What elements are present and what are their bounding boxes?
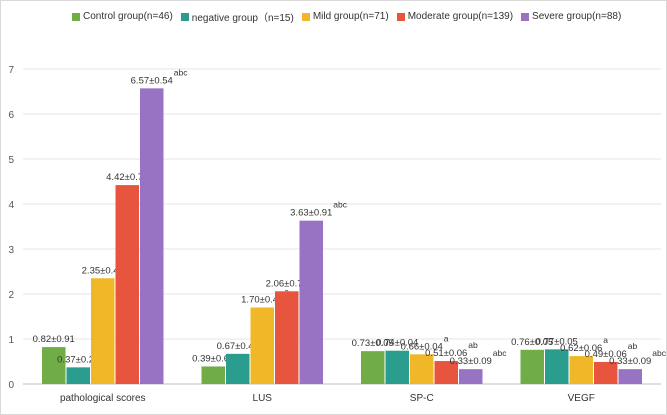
bar <box>42 347 66 384</box>
bar <box>66 367 90 384</box>
bar <box>201 366 225 384</box>
bar <box>569 356 593 384</box>
data-label: 0.39±0.61 <box>192 353 234 364</box>
data-label: 0.37±0.22 <box>57 354 99 365</box>
y-tick-label: 0 <box>8 380 14 391</box>
data-label: 6.57±0.54 <box>131 75 173 86</box>
significance-label: ab <box>468 340 478 350</box>
x-tick-label: LUS <box>253 393 273 404</box>
legend-swatch-mild <box>301 12 310 21</box>
legend-label-negative: negative group（n=15) <box>191 13 294 24</box>
data-label: 0.33±0.09 <box>450 356 492 367</box>
legend-item-mild: Mild group(n=71) <box>301 9 389 24</box>
legend-label-control: Control group(n=46) <box>83 11 173 22</box>
x-tick-label: VEGF <box>568 393 595 404</box>
bar <box>226 353 250 384</box>
bar <box>618 369 642 384</box>
legend-swatch-negative <box>180 12 189 21</box>
legend-item-moderate: Moderate group(n=139) <box>396 9 514 24</box>
bar <box>434 361 458 384</box>
bar <box>140 88 164 384</box>
y-tick-label: 1 <box>8 335 14 346</box>
legend-swatch-severe <box>521 12 530 21</box>
data-label: 0.33±0.09 <box>609 356 651 367</box>
data-label: 3.63±0.91 <box>290 208 332 219</box>
y-tick-label: 6 <box>8 110 14 121</box>
bar <box>545 349 569 384</box>
data-label: 4.42±0.74 <box>106 172 148 183</box>
data-label: 2.06±0.79 <box>266 278 308 289</box>
data-label: 2.35±0.40 <box>82 265 124 276</box>
legend-label-severe: Severe group(n=88) <box>532 11 622 22</box>
significance-label: a <box>444 333 449 343</box>
legend-item-control: Control group(n=46) <box>72 9 173 24</box>
bar <box>594 361 618 384</box>
significance-label: ab <box>628 341 638 351</box>
y-tick-label: 7 <box>8 65 14 76</box>
significance-label: abc <box>174 67 188 77</box>
y-tick-label: 5 <box>8 155 14 166</box>
bar <box>275 291 299 384</box>
significance-label: abc <box>493 348 507 358</box>
data-label: 0.67±0.49 <box>217 341 259 352</box>
legend-label-moderate: Moderate group(n=139) <box>407 11 514 22</box>
significance-label: a <box>603 335 608 345</box>
legend-label-mild: Mild group(n=71) <box>312 11 389 22</box>
data-label: 0.49±0.06 <box>585 349 627 360</box>
legend-swatch-moderate <box>396 12 405 21</box>
data-label: 0.66±0.04 <box>401 341 443 352</box>
data-label: 0.74±0.04 <box>376 338 418 349</box>
bar <box>361 351 385 384</box>
legend-item-negative: negative group（n=15) <box>180 9 294 24</box>
data-label: 0.76±0.05 <box>511 337 553 348</box>
significance-label: abc <box>652 348 666 358</box>
data-label: 0.82±0.91 <box>33 334 75 345</box>
bar <box>385 350 409 384</box>
bar <box>299 220 323 384</box>
data-label: 0.51±0.06 <box>425 348 467 359</box>
data-label: 0.62±0.06 <box>560 343 602 354</box>
chart-legend: Control group(n=46) negative group（n=15)… <box>72 9 621 24</box>
data-label: 1.70±0.46 <box>241 295 283 306</box>
x-tick-label: pathological scores <box>60 393 146 404</box>
legend-swatch-control <box>72 12 80 21</box>
bar <box>520 349 544 384</box>
bar <box>250 307 274 384</box>
significance-label: abc <box>333 200 347 210</box>
bar <box>91 278 115 384</box>
y-tick-label: 2 <box>8 290 14 301</box>
bar <box>410 354 434 384</box>
legend-item-severe: Severe group(n=88) <box>521 9 621 24</box>
data-label: 0.73±0.05 <box>352 338 394 349</box>
data-label: 0.77±0.05 <box>536 336 578 347</box>
bar <box>115 185 139 384</box>
y-tick-label: 3 <box>8 245 14 256</box>
x-tick-label: SP-C <box>410 393 434 404</box>
y-tick-label: 4 <box>8 200 14 211</box>
bar <box>459 369 483 384</box>
